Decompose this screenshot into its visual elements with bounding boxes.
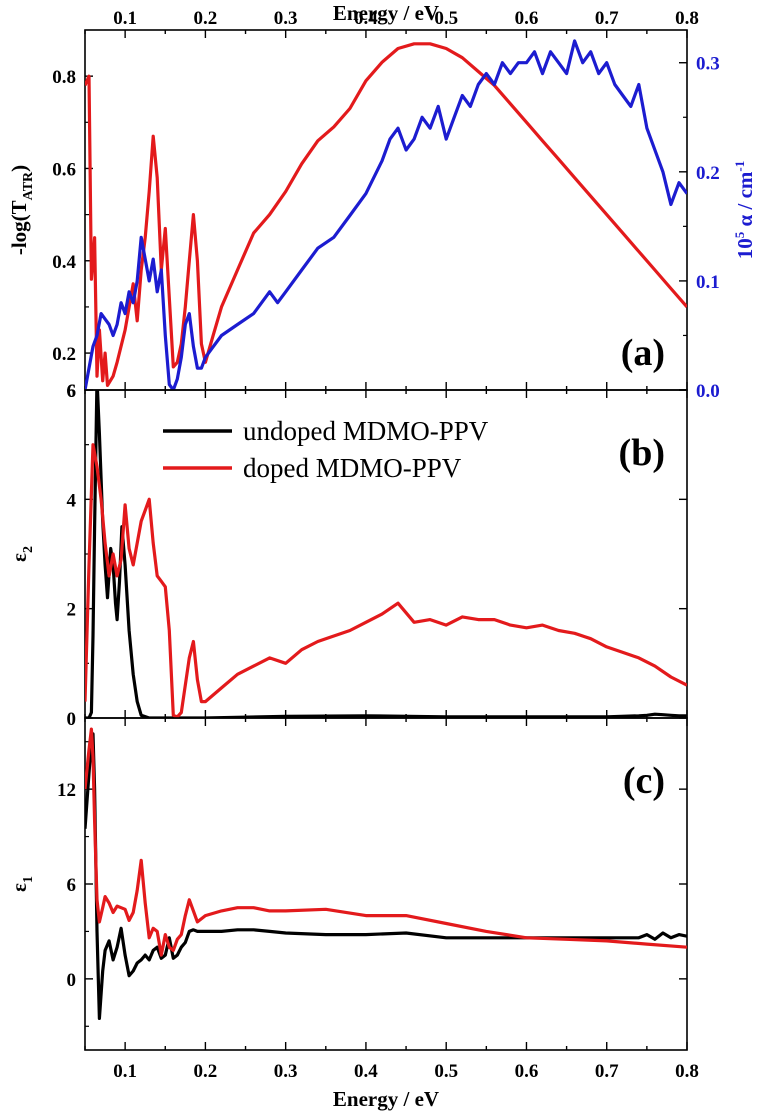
panel-a-frame [84,29,688,391]
y-tick-label: 2 [67,600,77,621]
x-tick-label: 0.7 [595,1061,619,1082]
series-line-c-1 [85,727,687,957]
panel-a-ticks: 0.2 0.4 0.6 0.8 0.0 0.1 0.2 0.3 0.1 0.2 0.3 0.4 0.5 0… [52,8,720,402]
series-line-b-1 [85,443,687,718]
x-tick-label: 0.3 [274,8,298,29]
y-tick-label: 0.6 [52,159,76,180]
panel-a: 0.2 0.4 0.6 0.8 0.0 0.1 0.2 0.3 0.1 0.2 0.3 0.4 0.5 0… [7,1,757,402]
y-tick-label: 12 [57,780,76,801]
x-tick-label: 0.4 [354,8,378,29]
y2-tick-label: 0.2 [696,163,720,184]
panel-a-y2label-rest: α / cm [733,171,757,232]
panel-c-series [85,727,687,1021]
y2-tick-label: 0.0 [696,381,720,402]
y-tick-label: 4 [67,490,77,511]
y-tick-label: 0.8 [52,67,76,88]
panel-c-y-axis-title: ε1 [7,876,36,892]
panel-a-ylabel-end: ) [7,165,31,172]
panel-a-y2label-main: 10 [733,238,757,259]
y-tick-label: 0 [67,970,77,991]
x-tick-label: 0.1 [113,8,137,29]
panel-b-ylabel-main: ε [7,553,31,562]
legend-label-undoped: undoped MDMO-PPV [243,416,489,446]
x-tick-label: 0.6 [515,1061,539,1082]
x-tick-label: 0.2 [194,1061,218,1082]
y-tick-label: 0.2 [52,344,76,365]
x-tick-label: 0.6 [515,8,539,29]
series-line-a-0 [85,42,687,387]
y2-tick-label: 0.1 [696,272,720,293]
series-line-a-1 [85,39,687,390]
panel-a-y-bottom-tick-label: 6 [67,381,77,402]
y-tick-label: 0 [67,709,77,730]
panel-c-ylabel-sub: 1 [21,876,36,883]
x-tick-label: 0.3 [274,1061,298,1082]
panel-a-ylabel-sub: ATR [21,171,36,200]
y-tick-label: 0.4 [52,252,76,273]
y2-tick-label: 0.3 [696,54,720,75]
x-tick-label: 0.8 [675,1061,699,1082]
panel-a-series [85,39,687,390]
panel-c-frame [84,717,688,1051]
panel-a-y2label-sup: 5 [732,231,747,238]
legend: undoped MDMO-PPV doped MDMO-PPV [163,416,489,483]
x-tick-label: 0.1 [113,1061,137,1082]
panel-b-y-axis-title: ε2 [7,546,36,562]
panel-c-ylabel-main: ε [7,883,31,892]
panel-a-y-axis-title: -log(TATR) [7,165,36,255]
panel-b-ylabel-sub: 2 [21,546,36,553]
panel-a-y2-axis-title: 105 α / cm-1 [732,161,757,259]
panel-c: 0 6 12 0.1 0.2 0.3 0.4 0.5 0.6 0.7 0.8 (c) ε1 Ener… [7,717,699,1111]
panel-a-ylabel-main: -log(T [7,200,31,255]
panel-a-y2label-sup2: -1 [732,161,747,172]
series-line-c-0 [85,732,687,1021]
x-tick-label: 0.2 [194,8,218,29]
y-tick-label: 6 [67,875,77,896]
legend-label-doped: doped MDMO-PPV [243,453,462,483]
panel-a-label: (a) [621,332,665,374]
panel-b-label: (b) [619,432,665,474]
top-x-axis-title: Energy / eV [333,1,439,25]
x-tick-label: 0.5 [434,1061,458,1082]
panel-b-series [85,390,687,718]
bottom-x-axis-title: Energy / eV [333,1087,439,1111]
panel-c-ticks: 0 6 12 0.1 0.2 0.3 0.4 0.5 0.6 0.7 0.8 [57,718,699,1082]
panel-c-label: (c) [623,760,665,802]
x-tick-label: 0.7 [595,8,619,29]
x-tick-label: 0.4 [354,1061,378,1082]
y-tick-label: 6 [67,381,77,402]
series-line-b-0 [85,390,687,718]
x-tick-label: 0.8 [675,8,699,29]
x-tick-label: 0.5 [434,8,458,29]
